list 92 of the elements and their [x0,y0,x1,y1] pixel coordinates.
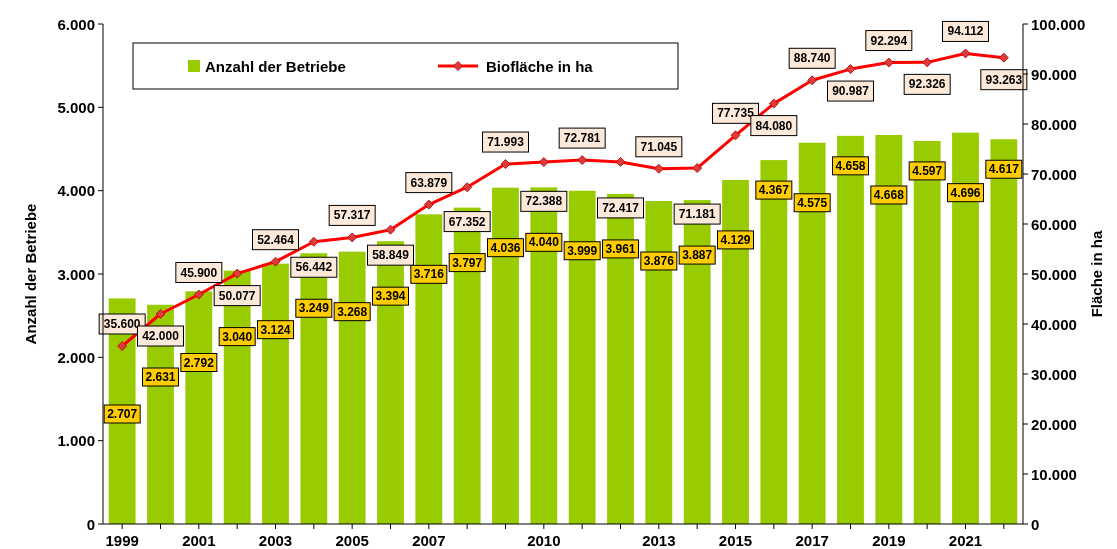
data-label: 3.124 [260,322,291,337]
data-label: 50.077 [218,288,256,303]
y-axis-title: Anzahl der Betriebe [21,203,39,345]
y-tick-label: 6.000 [57,15,95,33]
x-tick-label: 1999 [105,531,139,549]
data-label: 58.849 [372,248,410,263]
bar [645,201,673,524]
data-label: 3.268 [337,304,368,319]
bar [875,135,903,524]
y2-tick-label: 50.000 [1031,265,1077,283]
data-label: 2.792 [183,355,215,370]
data-label: 3.394 [375,289,406,304]
data-label: 94.112 [947,24,984,39]
data-label: 56.442 [295,260,333,275]
data-label: 35.600 [103,317,141,331]
data-label: 4.617 [988,162,1020,177]
data-label: 4.668 [873,188,905,202]
data-label: 90.987 [832,84,870,99]
data-label: 3.716 [413,267,445,282]
data-label: 4.658 [835,158,866,173]
x-tick-label: 2019 [872,531,906,549]
data-label: 3.876 [643,254,675,268]
data-label: 72.781 [563,131,601,146]
data-label: 72.388 [525,194,563,209]
x-tick-label: 2003 [258,531,293,549]
data-label: 3.249 [298,301,330,316]
bar [722,179,749,524]
x-tick-label: 2021 [948,531,983,549]
y2-tick-label: 10.000 [1031,465,1077,483]
data-label: 42.000 [142,329,180,343]
data-label: 72.417 [602,200,640,215]
legend-label: Biofläche in ha [486,57,594,75]
data-label: 3.040 [222,329,253,344]
data-label: 3.887 [682,248,713,263]
data-label: 4.040 [528,235,560,250]
data-label: 63.879 [410,175,448,190]
data-label: 92.294 [870,33,908,48]
data-label: 93.263 [985,72,1023,87]
bar [492,187,519,524]
y2-axis-title: Fläche in ha [1087,230,1105,318]
y-tick-label: 3.000 [57,265,95,283]
y2-tick-label: 80.000 [1031,115,1077,133]
data-label: 2.631 [145,370,176,384]
data-label: 3.999 [567,243,598,258]
y2-tick-label: 30.000 [1031,365,1077,383]
y2-tick-label: 0 [1031,515,1040,533]
data-label: 4.575 [797,195,828,210]
data-label: 4.129 [720,232,751,247]
y-tick-label: 2.000 [57,348,95,366]
x-tick-label: 2001 [182,531,216,549]
data-label: 45.900 [180,265,218,280]
data-label: 67.352 [448,214,486,229]
bar [952,132,979,524]
bar [185,291,213,524]
data-label: 4.036 [490,240,521,255]
y-tick-label: 5.000 [57,98,95,116]
y2-tick-label: 70.000 [1031,165,1077,183]
data-label: 71.993 [487,135,525,150]
data-label: 77.735 [717,106,755,121]
y2-tick-label: 100.000 [1031,15,1086,33]
y2-tick-label: 60.000 [1031,215,1077,233]
y2-tick-label: 90.000 [1031,65,1077,83]
bar [415,214,443,524]
data-label: 92.326 [908,77,946,92]
x-tick-label: 2007 [412,531,446,549]
data-label: 52.464 [257,232,295,247]
bar [262,263,289,524]
bar [837,135,864,524]
x-tick-label: 2013 [642,531,676,549]
y-tick-label: 1.000 [57,432,95,450]
data-label: 88.740 [793,51,831,66]
legend-label: Anzahl der Betriebe [205,57,346,75]
data-label: 71.181 [678,207,716,222]
x-tick-label: 2005 [335,531,369,549]
data-label: 4.597 [912,163,943,178]
data-label: 2.707 [107,407,138,421]
data-label: 4.696 [950,185,981,200]
y2-tick-label: 20.000 [1031,415,1077,433]
y-tick-label: 4.000 [57,182,95,200]
data-label: 4.367 [758,183,790,198]
data-label: 71.045 [640,139,678,154]
data-label: 3.797 [452,255,483,270]
y2-tick-label: 40.000 [1031,315,1077,333]
x-tick-label: 2015 [718,531,753,549]
bar [990,139,1018,524]
data-label: 84.080 [755,118,793,133]
x-tick-label: 2010 [527,531,561,549]
x-tick-label: 2017 [795,531,829,549]
data-label: 57.317 [333,208,371,223]
bar [760,160,788,524]
y-tick-label: 0 [86,515,95,533]
data-label: 3.961 [605,241,636,256]
